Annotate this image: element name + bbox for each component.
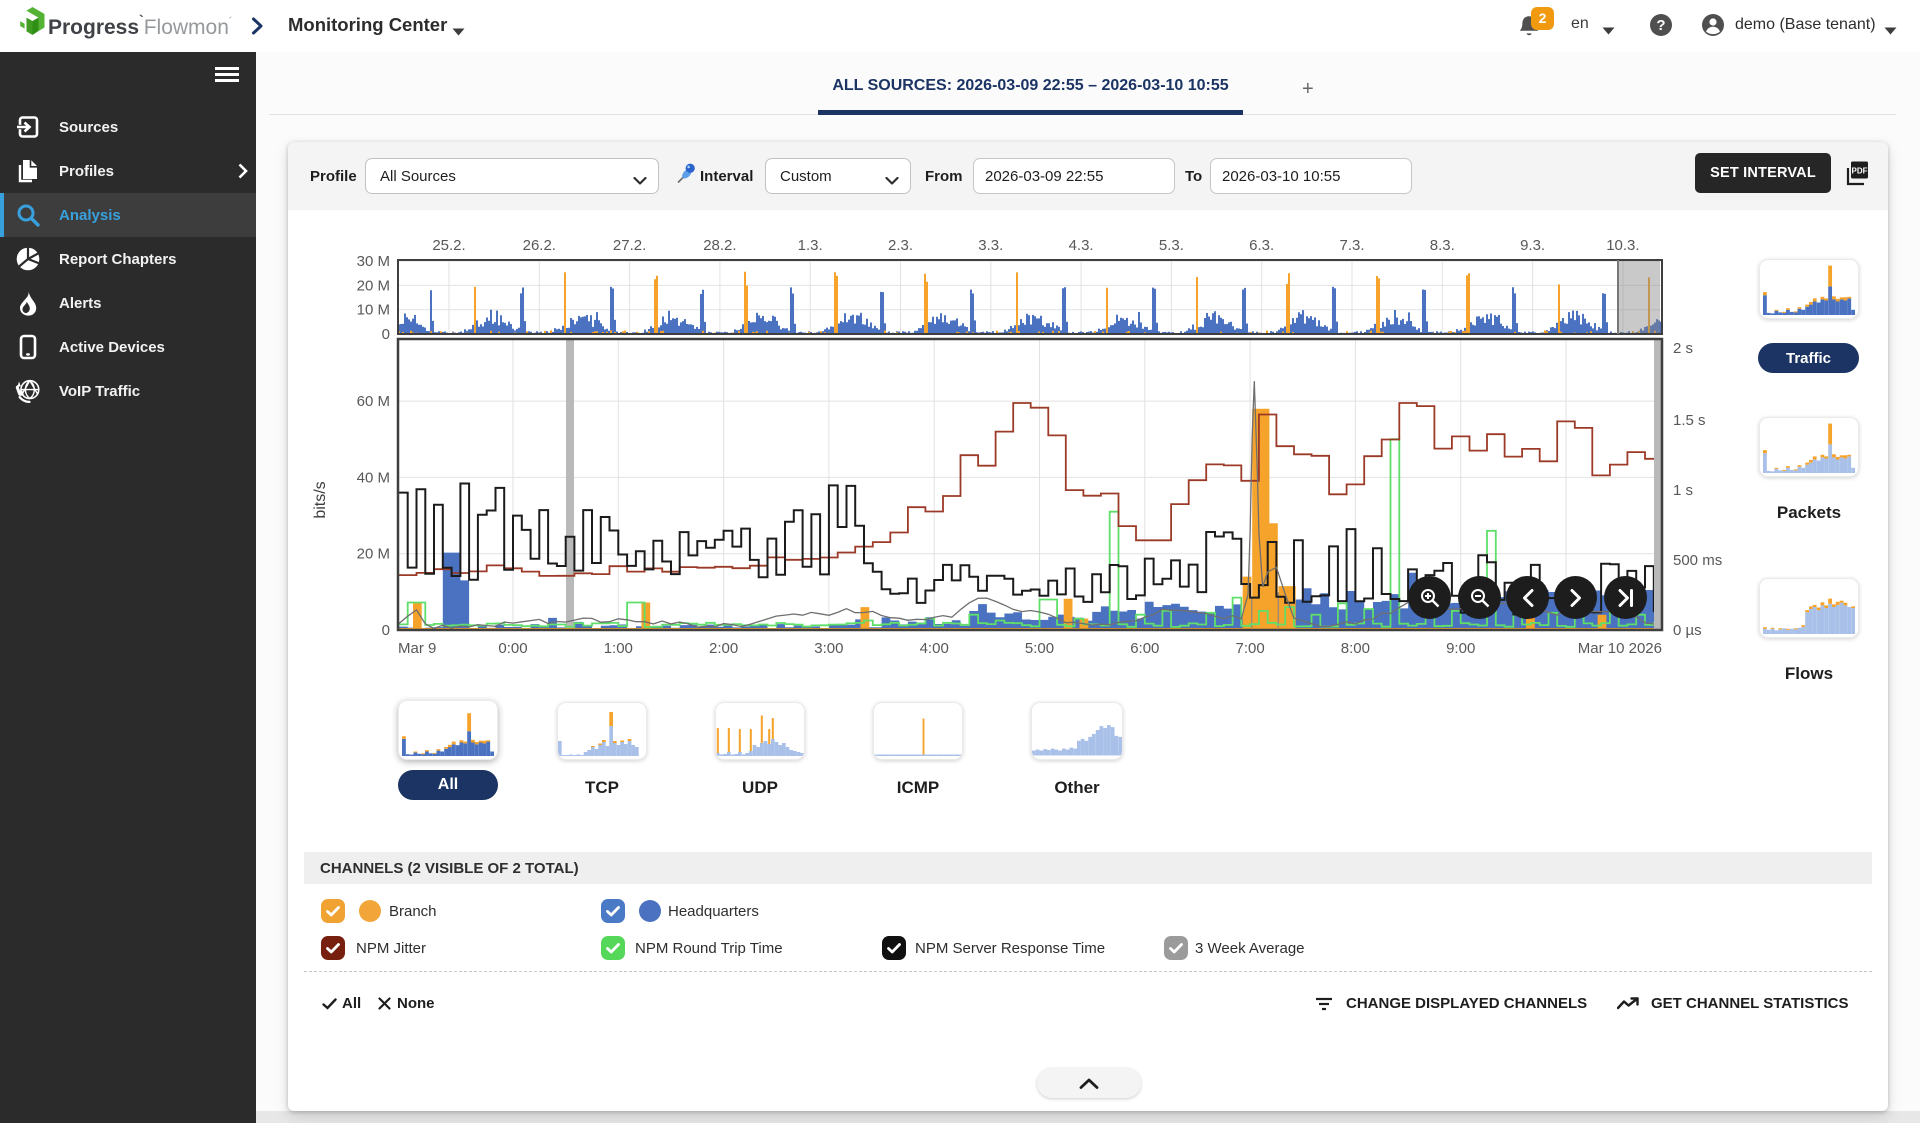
svg-text:60 M: 60 M xyxy=(357,393,390,410)
svg-text:bits/s: bits/s xyxy=(312,481,329,518)
svg-text:8:00: 8:00 xyxy=(1341,640,1370,657)
svg-text:5:00: 5:00 xyxy=(1025,640,1054,657)
svg-text:5.3.: 5.3. xyxy=(1159,237,1184,254)
svg-text:1:00: 1:00 xyxy=(604,640,633,657)
svg-text:7.3.: 7.3. xyxy=(1339,237,1364,254)
svg-text:9:00: 9:00 xyxy=(1446,640,1475,657)
svg-text:0:00: 0:00 xyxy=(498,640,527,657)
svg-text:8.3.: 8.3. xyxy=(1430,237,1455,254)
svg-text:20 M: 20 M xyxy=(357,546,390,563)
svg-text:10.3.: 10.3. xyxy=(1606,237,1639,254)
svg-text:?: ? xyxy=(1656,17,1665,34)
svg-text:3:00: 3:00 xyxy=(814,640,843,657)
svg-text:0: 0 xyxy=(382,326,390,343)
svg-text:0: 0 xyxy=(382,622,390,639)
svg-text:30 M: 30 M xyxy=(357,253,390,270)
svg-text:0 µs: 0 µs xyxy=(1673,622,1702,639)
svg-text:6:00: 6:00 xyxy=(1130,640,1159,657)
svg-text:40 M: 40 M xyxy=(357,469,390,486)
svg-text:28.2.: 28.2. xyxy=(703,237,736,254)
svg-text:2.3.: 2.3. xyxy=(888,237,913,254)
svg-text:PDF: PDF xyxy=(1852,167,1868,176)
svg-text:4.3.: 4.3. xyxy=(1069,237,1094,254)
svg-text:Mar 9: Mar 9 xyxy=(398,640,436,657)
svg-text:27.2.: 27.2. xyxy=(613,237,646,254)
svg-text:2 s: 2 s xyxy=(1673,340,1693,357)
svg-text:3.3.: 3.3. xyxy=(978,237,1003,254)
svg-text:10 M: 10 M xyxy=(357,302,390,319)
svg-text:Mar 10 2026: Mar 10 2026 xyxy=(1578,640,1662,657)
svg-text:1.3.: 1.3. xyxy=(798,237,823,254)
svg-text:20 M: 20 M xyxy=(357,277,390,294)
svg-text:9.3.: 9.3. xyxy=(1520,237,1545,254)
svg-text:2:00: 2:00 xyxy=(709,640,738,657)
svg-text:1 s: 1 s xyxy=(1673,482,1693,499)
svg-text:6.3.: 6.3. xyxy=(1249,237,1274,254)
svg-text:1.5 s: 1.5 s xyxy=(1673,412,1706,429)
svg-text:26.2.: 26.2. xyxy=(523,237,556,254)
svg-text:25.2.: 25.2. xyxy=(432,237,465,254)
svg-text:7:00: 7:00 xyxy=(1235,640,1264,657)
svg-text:500 ms: 500 ms xyxy=(1673,552,1722,569)
svg-text:4:00: 4:00 xyxy=(920,640,949,657)
